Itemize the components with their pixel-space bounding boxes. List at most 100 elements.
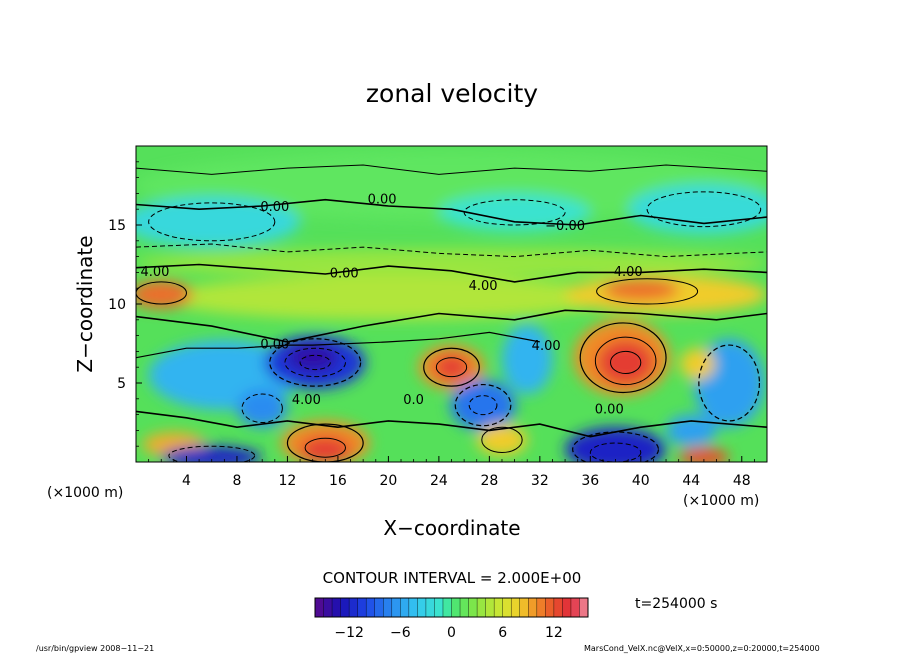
colorbar-cell xyxy=(553,598,563,617)
x-tick-label: 36 xyxy=(581,473,599,489)
y-tick-label: 15 xyxy=(108,218,126,234)
colorbar xyxy=(314,598,589,617)
colorbar-cell xyxy=(374,598,384,617)
colorbar-cell xyxy=(434,598,444,617)
field-blob xyxy=(287,343,338,372)
colorbar-cell xyxy=(408,598,418,617)
contour-label: 4.00 xyxy=(469,279,498,294)
field-blob xyxy=(628,183,767,235)
contour-label: 4.00 xyxy=(532,339,561,354)
colorbar-frame xyxy=(314,597,589,618)
field-blob xyxy=(161,446,263,462)
contour-line xyxy=(423,347,480,387)
contour-label: 0.00 xyxy=(595,402,624,417)
colorbar-cell xyxy=(562,598,572,617)
colorbar-cell xyxy=(536,598,546,617)
y-tick-label: 5 xyxy=(117,376,126,392)
contour-line xyxy=(136,281,187,305)
contour-label: 0.0 xyxy=(403,393,424,408)
contour-line xyxy=(136,263,767,283)
colorbar-cell xyxy=(391,598,401,617)
x-tick-label: 24 xyxy=(430,473,448,489)
footer-left: /usr/bin/gpview 2008−11−21 xyxy=(36,644,154,653)
x-tick-label: 20 xyxy=(379,473,397,489)
colorbar-tick-label: 6 xyxy=(498,625,507,641)
x-unit-left: (×1000 m) xyxy=(47,485,123,501)
colorbar-cell xyxy=(468,598,478,617)
contour-line xyxy=(136,198,767,226)
contour-line xyxy=(299,354,331,371)
field-blob xyxy=(433,354,470,380)
x-tick-label: 4 xyxy=(182,473,191,489)
contour-line xyxy=(136,309,767,343)
field-blob xyxy=(666,414,717,447)
contour-line xyxy=(481,426,523,454)
footer-right: MarsCond_VelX.nc@VelX,x=0:50000,z=0:2000… xyxy=(584,644,820,653)
field-blob xyxy=(501,324,553,395)
x-unit-right: (×1000 m) xyxy=(683,493,759,509)
colorbar-cell xyxy=(579,598,589,617)
y-axis-label: Z−coordinate xyxy=(73,235,97,372)
contour-label: 0.00 xyxy=(260,200,289,215)
x-tick-label: 8 xyxy=(232,473,241,489)
colorbar-cell xyxy=(417,598,427,617)
colorbar-cell xyxy=(383,598,393,617)
colorbar-cell xyxy=(485,598,495,617)
colorbar-tick-label: 12 xyxy=(545,625,563,641)
contour-line xyxy=(136,410,767,438)
colorbar-cell xyxy=(315,598,324,617)
colorbar-cell xyxy=(545,598,555,617)
contour-line xyxy=(579,322,667,394)
colorbar-cell xyxy=(511,598,521,617)
contour-line xyxy=(698,344,761,422)
contour-label: 4.00 xyxy=(292,393,321,408)
colorbar-tick-label: 0 xyxy=(447,625,456,641)
contour-labels: 0.00 0.00 −0.00 4.00 0.00 4.00 4.00 0.00 4.00 4.0… xyxy=(140,192,643,417)
x-tick-label: 16 xyxy=(329,473,347,489)
colorbar-cell xyxy=(357,598,367,617)
colorbar-cell xyxy=(425,598,435,617)
contour-line xyxy=(148,202,276,242)
y-axis-ticks: 15 10 5 xyxy=(108,161,142,447)
colorbar-cell xyxy=(451,598,461,617)
contour-line xyxy=(286,423,364,462)
x-axis-ticks: 4 8 12 16 20 24 28 32 36 40 44 48 xyxy=(148,456,755,489)
contour-line xyxy=(241,393,283,423)
contour-line xyxy=(572,431,660,462)
contour-label: 4.00 xyxy=(614,265,643,280)
contour-label: 0.00 xyxy=(368,192,397,207)
field-blobs xyxy=(136,150,767,462)
colorbar-cell xyxy=(400,598,410,617)
colorbar-cell xyxy=(340,598,350,617)
chart-title: zonal velocity xyxy=(366,79,538,108)
field-blob xyxy=(161,275,616,320)
colorbar-tick-label: −6 xyxy=(390,625,411,641)
colorbar-cell xyxy=(366,598,376,617)
colorbar-cell xyxy=(332,598,341,617)
field-blob xyxy=(438,193,591,232)
x-tick-label: 12 xyxy=(279,473,297,489)
colorbar-tick-label: −12 xyxy=(334,625,364,641)
field-blob xyxy=(450,379,516,431)
contour-label: −0.00 xyxy=(545,219,585,234)
plot-area xyxy=(136,146,767,462)
field-blob xyxy=(136,248,767,278)
contour-line xyxy=(304,437,346,458)
x-tick-label: 28 xyxy=(480,473,498,489)
x-tick-label: 32 xyxy=(531,473,549,489)
x-tick-label: 48 xyxy=(733,473,751,489)
colorbar-cell xyxy=(477,598,486,617)
contour-label: 4.00 xyxy=(140,265,169,280)
field-blob xyxy=(678,447,730,462)
x-tick-label: 44 xyxy=(682,473,700,489)
colorbar-cell xyxy=(502,598,512,617)
colorbar-ticks: −12 −6 0 6 12 xyxy=(334,625,562,641)
contour-line xyxy=(596,278,699,305)
contour-line xyxy=(136,164,767,175)
colorbar-cell xyxy=(570,598,580,617)
contour-line xyxy=(284,347,346,378)
colorbar-cell xyxy=(460,598,469,617)
colorbar-cell xyxy=(519,598,529,617)
x-axis-label: X−coordinate xyxy=(383,516,520,540)
